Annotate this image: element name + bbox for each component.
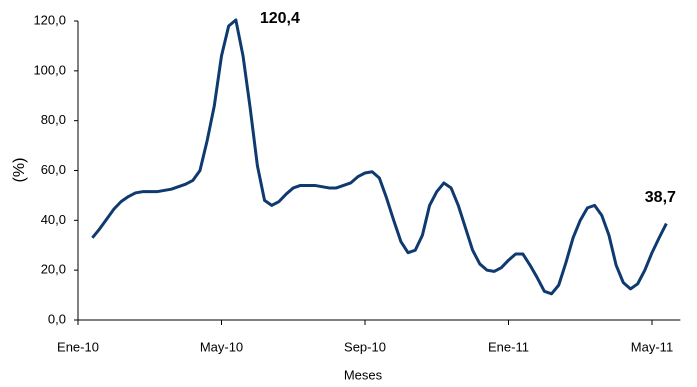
x-tick-label: May-11 bbox=[631, 339, 673, 354]
y-axis-label: (%) bbox=[11, 158, 28, 183]
data-line bbox=[91, 18, 668, 296]
x-tick-label: May-10 bbox=[200, 339, 243, 354]
y-tick-label: 120,0 bbox=[33, 12, 66, 27]
value-label: 120,4 bbox=[260, 10, 300, 27]
y-tick-label: 20,0 bbox=[41, 262, 66, 277]
y-tick-label: 80,0 bbox=[41, 112, 66, 127]
x-tick-label: Ene-11 bbox=[488, 339, 529, 354]
x-axis-label: Meses bbox=[344, 367, 383, 382]
value-label: 38,7 bbox=[645, 189, 676, 206]
y-tick-label: 60,0 bbox=[41, 162, 66, 177]
x-tick-label: Ene-10 bbox=[57, 339, 99, 354]
x-tick-label: Sep-10 bbox=[344, 339, 386, 354]
y-tick-label: 40,0 bbox=[41, 212, 66, 227]
y-tick-label: 100,0 bbox=[33, 62, 66, 77]
y-tick-label: 0,0 bbox=[48, 311, 66, 326]
